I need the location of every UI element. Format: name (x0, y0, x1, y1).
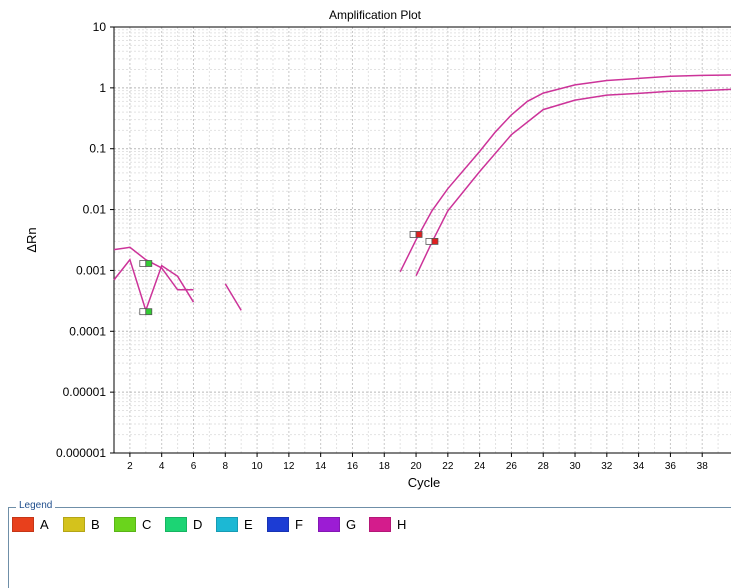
x-tick-label: 22 (442, 461, 454, 472)
x-tick-label: 28 (538, 461, 550, 472)
y-tick-label: 0.0001 (69, 324, 106, 338)
threshold-marker-open (139, 308, 147, 316)
threshold-marker (431, 237, 439, 245)
legend-item-e[interactable]: E (216, 517, 267, 532)
y-axis-label: ΔRn (24, 227, 39, 252)
x-tick-label: 12 (283, 461, 295, 472)
legend-item-d[interactable]: D (165, 517, 216, 532)
threshold-marker (145, 308, 153, 316)
y-tick-label: 1 (99, 81, 106, 95)
plot-area-frame (113, 26, 731, 454)
amplification-plot: Amplification Plot 2 4 6 8 10 12 14 16 18 20 22 24 2… (24, 8, 731, 490)
series-line-2 (415, 88, 731, 277)
legend-label: H (397, 517, 407, 532)
x-tick-label: 32 (601, 461, 613, 472)
x-axis-ticks: 24681012141618202224262830323436384 (127, 453, 709, 472)
legend-label: C (142, 517, 152, 532)
y-tick-label: 0.00001 (63, 385, 107, 399)
x-tick-label: 14 (315, 461, 327, 472)
legend-item-a[interactable]: A (12, 517, 63, 532)
x-tick-label: 4 (159, 461, 165, 472)
x-tick-label: 8 (223, 461, 229, 472)
series-layer (113, 74, 731, 313)
legend-title: Legend (16, 500, 56, 511)
legend-swatch (318, 517, 340, 532)
x-tick-label: 24 (474, 461, 486, 472)
series-line-1 (113, 246, 194, 291)
legend-item-h[interactable]: H (369, 517, 420, 532)
x-tick-label: 18 (379, 461, 391, 472)
x-tick-label: 2 (127, 461, 133, 472)
x-tick-label: 6 (191, 461, 197, 472)
x-axis-label: Cycle (408, 475, 441, 490)
legend-label: G (346, 517, 357, 532)
threshold-marker-open (139, 260, 147, 267)
threshold-marker-open (409, 231, 417, 238)
threshold-marker (145, 260, 153, 267)
legend-item-f[interactable]: F (267, 517, 318, 532)
x-tick-label: 20 (410, 461, 422, 472)
legend-label: D (193, 517, 203, 532)
x-tick-label: 34 (633, 461, 645, 472)
legend-label: F (295, 517, 303, 532)
threshold-marker (415, 231, 423, 238)
legend-items: A B C D E F G H (12, 517, 420, 532)
y-tick-label: 0.000001 (56, 446, 106, 460)
legend-swatch (63, 517, 85, 532)
x-tick-label: 36 (665, 461, 677, 472)
legend-item-c[interactable]: C (114, 517, 165, 532)
legend-label: E (244, 517, 253, 532)
y-tick-label: 0.01 (83, 203, 107, 217)
legend-swatch (369, 517, 391, 532)
x-tick-label: 38 (697, 461, 709, 472)
legend-swatch (12, 517, 34, 532)
y-tick-label: 0.001 (76, 263, 106, 277)
legend-label: A (40, 517, 49, 532)
y-tick-label: 0.1 (89, 142, 106, 156)
x-tick-label: 16 (347, 461, 359, 472)
legend-item-b[interactable]: B (63, 517, 114, 532)
threshold-marker-open (425, 237, 433, 245)
series-line-2 (224, 283, 242, 311)
series-line-1 (399, 74, 731, 273)
legend-panel (8, 507, 731, 588)
series-line-2 (113, 258, 195, 313)
marker-layer (139, 231, 439, 316)
legend-swatch (114, 517, 136, 532)
legend-swatch (165, 517, 187, 532)
legend-swatch (216, 517, 238, 532)
y-tick-label: 10 (93, 20, 107, 34)
legend-label: B (91, 517, 100, 532)
x-tick-label: 26 (506, 461, 518, 472)
x-tick-label: 10 (252, 461, 264, 472)
legend-swatch (267, 517, 289, 532)
x-tick-label: 30 (569, 461, 581, 472)
chart-title: Amplification Plot (329, 8, 422, 22)
y-axis-ticks: 10 1 0.1 0.01 0.001 0.0001 0.00001 0.000001 (56, 20, 114, 460)
grid (113, 27, 731, 454)
legend-item-g[interactable]: G (318, 517, 369, 532)
